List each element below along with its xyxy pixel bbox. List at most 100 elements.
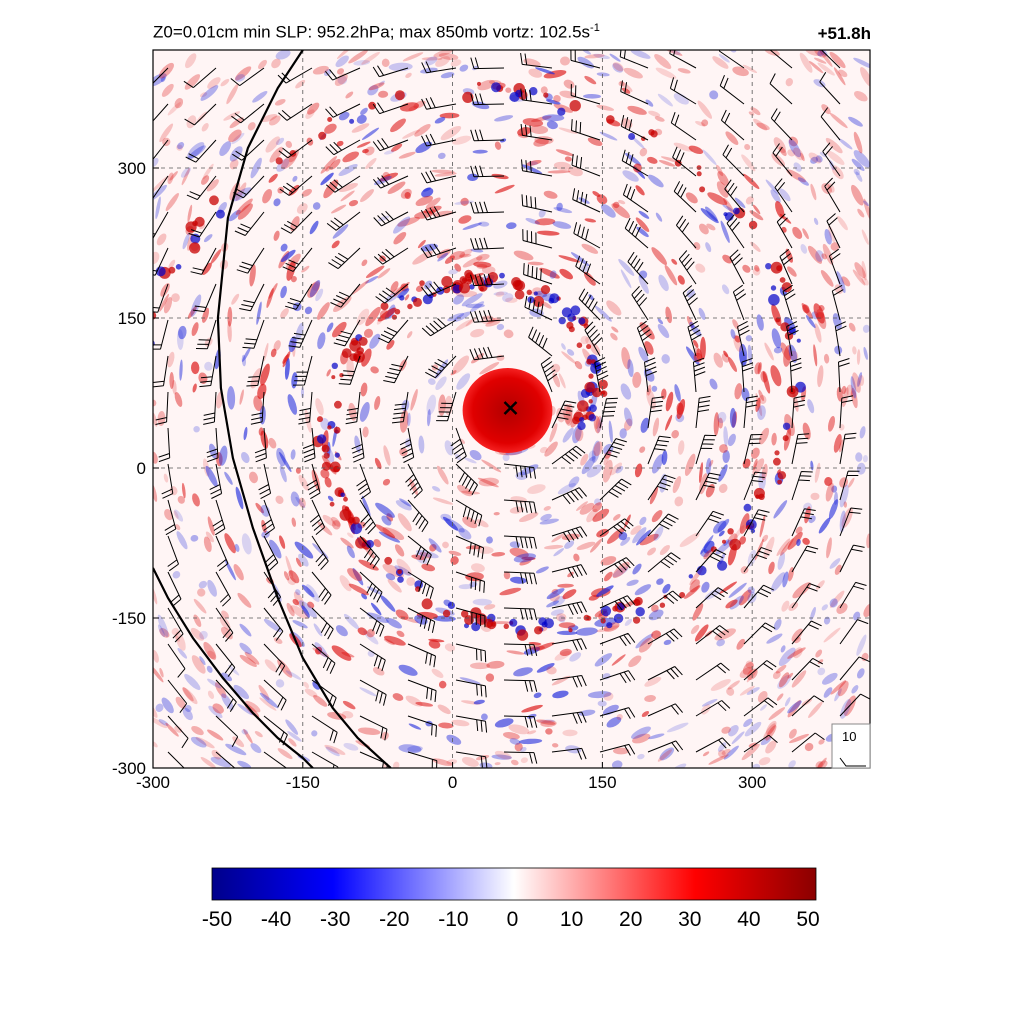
wind-barb <box>599 743 636 756</box>
positive-vorticity-blob <box>201 262 212 275</box>
positive-vorticity-blob <box>539 267 560 279</box>
rainband-vorticity-cell <box>696 171 702 177</box>
positive-vorticity-blob <box>828 225 836 243</box>
positive-vorticity-blob <box>273 230 280 241</box>
negative-vorticity-blob <box>337 75 348 85</box>
positive-vorticity-blob <box>263 342 269 362</box>
positive-vorticity-blob <box>377 268 391 279</box>
positive-vorticity-blob <box>259 697 277 711</box>
y-tick-label: 300 <box>118 159 146 178</box>
positive-vorticity-blob <box>736 638 745 650</box>
negative-vorticity-blob <box>207 579 217 597</box>
positive-vorticity-blob <box>649 486 659 505</box>
positive-vorticity-blob <box>817 760 828 768</box>
y-tick-label: 150 <box>118 309 146 328</box>
negative-vorticity-blob <box>631 726 651 739</box>
rainband-vorticity-cell <box>569 100 581 112</box>
negative-vorticity-blob <box>218 445 228 466</box>
positive-vorticity-blob <box>521 704 543 713</box>
wind-barb <box>470 165 505 178</box>
wind-barb <box>695 625 729 645</box>
wind-barb <box>215 643 236 677</box>
negative-vorticity-blob <box>493 291 508 296</box>
positive-vorticity-blob <box>551 533 566 543</box>
positive-vorticity-blob <box>758 757 771 766</box>
wind-barb <box>184 103 217 126</box>
negative-vorticity-blob <box>448 269 459 275</box>
wind-barb <box>292 355 313 386</box>
negative-vorticity-blob <box>153 73 167 87</box>
negative-vorticity-blob <box>760 704 767 711</box>
rainband-vorticity-cell <box>529 87 538 96</box>
negative-vorticity-blob <box>619 428 627 439</box>
positive-vorticity-blob <box>716 164 724 177</box>
positive-vorticity-blob <box>365 265 385 279</box>
positive-vorticity-blob <box>331 645 352 661</box>
wind-barb <box>573 222 601 249</box>
negative-vorticity-blob <box>810 156 818 164</box>
positive-vorticity-blob <box>706 223 716 231</box>
positive-vorticity-blob <box>825 137 843 154</box>
negative-vorticity-blob <box>569 652 582 662</box>
positive-vorticity-blob <box>437 704 451 715</box>
x-tick-label: 300 <box>738 773 766 792</box>
negative-vorticity-blob <box>295 496 306 509</box>
positive-vorticity-blob <box>266 287 274 309</box>
rainband-vorticity-cell <box>413 297 422 307</box>
positive-vorticity-blob <box>540 720 557 728</box>
wind-barb <box>421 281 457 297</box>
wind-barb <box>521 159 553 177</box>
positive-vorticity-blob <box>576 541 596 551</box>
positive-vorticity-blob <box>295 79 306 89</box>
wind-barb <box>167 679 188 713</box>
negative-vorticity-blob <box>536 663 555 673</box>
positive-vorticity-blob <box>838 439 844 453</box>
positive-vorticity-blob <box>429 544 437 552</box>
positive-vorticity-blob <box>647 156 658 164</box>
wind-barb <box>729 249 745 285</box>
positive-vorticity-blob <box>708 754 729 765</box>
positive-vorticity-blob <box>243 728 253 744</box>
wind-barb <box>819 72 841 105</box>
negative-vorticity-blob <box>260 504 270 517</box>
negative-vorticity-blob <box>840 699 852 719</box>
negative-vorticity-blob <box>723 745 739 760</box>
negative-vorticity-blob <box>546 120 558 130</box>
positive-vorticity-blob <box>787 700 802 718</box>
negative-vorticity-blob <box>661 354 670 364</box>
wind-barb <box>669 77 697 105</box>
rainband-vorticity-cell <box>770 285 777 291</box>
positive-vorticity-blob <box>181 482 186 499</box>
positive-vorticity-blob <box>486 660 505 669</box>
positive-vorticity-blob <box>695 121 706 127</box>
negative-vorticity-blob <box>360 107 368 116</box>
negative-vorticity-blob <box>663 639 672 646</box>
positive-vorticity-blob <box>351 123 370 133</box>
positive-vorticity-blob <box>361 259 368 267</box>
wind-barb <box>719 75 745 105</box>
negative-vorticity-blob <box>863 346 868 360</box>
negative-vorticity-blob <box>486 536 493 544</box>
rainband-vorticity-cell <box>458 282 471 294</box>
negative-vorticity-blob <box>821 604 828 611</box>
rainband-vorticity-cell <box>470 607 482 619</box>
rainband-vorticity-cell <box>441 276 453 288</box>
positive-vorticity-blob <box>511 759 519 766</box>
negative-vorticity-blob <box>317 332 326 350</box>
positive-vorticity-blob <box>509 547 529 558</box>
negative-vorticity-blob <box>469 449 482 461</box>
positive-vorticity-blob <box>544 544 564 550</box>
positive-vorticity-blob <box>397 216 420 227</box>
positive-vorticity-blob <box>816 580 825 590</box>
negative-vorticity-blob <box>787 700 802 714</box>
rainband-vorticity-cell <box>421 598 433 610</box>
positive-vorticity-blob <box>392 693 404 701</box>
negative-vorticity-blob <box>480 713 488 721</box>
wind-barb <box>203 391 217 425</box>
rainband-vorticity-cell <box>577 400 589 412</box>
positive-vorticity-blob <box>393 231 407 245</box>
negative-vorticity-blob <box>465 303 485 309</box>
positive-vorticity-blob <box>676 399 686 419</box>
positive-vorticity-blob <box>410 388 418 411</box>
